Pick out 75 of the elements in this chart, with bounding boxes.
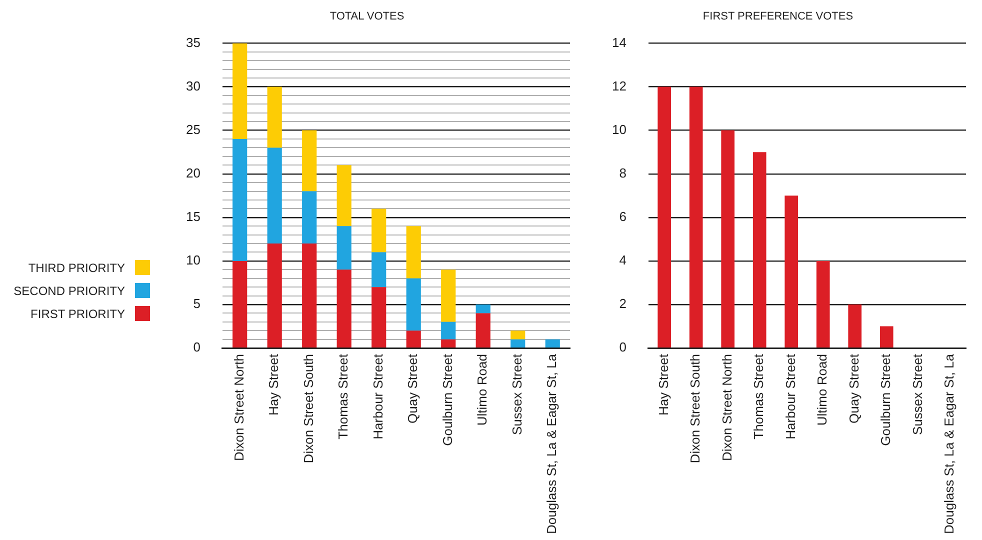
y-tick-label: 20 bbox=[186, 165, 200, 180]
x-tick-label: Douglass St, La & Eagar St, La bbox=[544, 353, 560, 534]
y-tick-label: 15 bbox=[186, 208, 200, 224]
x-tick-label: Ultimo Road bbox=[474, 354, 490, 426]
x-tick-label: Dixon Street North bbox=[231, 354, 246, 461]
x-tick-label: Goulburn Street bbox=[440, 354, 455, 446]
y-tick-label: 5 bbox=[193, 296, 200, 312]
bar bbox=[267, 86, 282, 148]
bar bbox=[372, 287, 386, 348]
x-tick-label: Harbour Street bbox=[370, 354, 386, 440]
bar bbox=[816, 260, 830, 348]
y-tick-label: 6 bbox=[619, 208, 626, 224]
y-tick-label: 2 bbox=[619, 296, 626, 312]
y-tick-label: 0 bbox=[619, 340, 626, 355]
bar bbox=[441, 322, 456, 340]
bar bbox=[441, 270, 456, 322]
x-tick-label: Dixon Street North bbox=[719, 354, 734, 461]
bar bbox=[232, 260, 248, 348]
bar bbox=[302, 130, 317, 192]
y-tick-label: 25 bbox=[186, 122, 200, 137]
bar bbox=[302, 244, 317, 348]
chart-title: FIRST PREFERENCE VOTES bbox=[702, 10, 854, 23]
bar bbox=[545, 339, 560, 348]
bar bbox=[510, 330, 526, 340]
y-tick-label: 0 bbox=[193, 340, 200, 355]
bar bbox=[336, 226, 352, 270]
x-tick-label: Sussex Street bbox=[509, 354, 524, 435]
x-tick-label: Hay Street bbox=[266, 354, 282, 416]
x-tick-label: Douglass St, La & Eagar St, La bbox=[942, 353, 957, 534]
x-tick-label: Dixon Street South bbox=[688, 354, 703, 464]
x-tick-label: Dixon Street South bbox=[300, 354, 316, 464]
bar bbox=[476, 313, 490, 348]
x-tick-label: Thomas Street bbox=[336, 354, 351, 440]
bar bbox=[406, 226, 421, 278]
bar bbox=[406, 330, 421, 348]
bar bbox=[336, 270, 352, 348]
bar bbox=[406, 278, 421, 331]
bar bbox=[232, 139, 248, 261]
bar bbox=[510, 339, 526, 348]
x-tick-label: Goulburn Street bbox=[878, 354, 894, 446]
bar bbox=[752, 152, 766, 348]
bar bbox=[232, 43, 248, 140]
y-tick-label: 10 bbox=[612, 122, 626, 137]
y-tick-label: 4 bbox=[619, 252, 626, 268]
y-tick-label: 12 bbox=[612, 78, 626, 94]
bar bbox=[267, 148, 282, 244]
x-tick-label: Quay Street bbox=[405, 354, 420, 424]
y-tick-label: 14 bbox=[612, 34, 626, 50]
y-tick-label: 10 bbox=[186, 252, 200, 268]
x-tick-label: Ultimo Road bbox=[814, 354, 830, 426]
legend-label: THIRD PRIORITY bbox=[28, 260, 125, 274]
x-tick-label: Harbour Street bbox=[782, 354, 798, 440]
bar bbox=[441, 339, 456, 348]
x-tick-label: Thomas Street bbox=[751, 354, 766, 440]
bar bbox=[658, 86, 672, 348]
bar bbox=[689, 86, 703, 348]
legend-label: FIRST PRIORITY bbox=[30, 306, 125, 320]
y-tick-label: 8 bbox=[619, 165, 626, 180]
bar bbox=[302, 191, 317, 244]
bar bbox=[476, 304, 490, 314]
y-tick-label: 30 bbox=[186, 78, 200, 94]
y-tick-label: 35 bbox=[186, 34, 200, 50]
bar bbox=[372, 252, 386, 288]
bar bbox=[267, 244, 282, 348]
bar bbox=[721, 130, 735, 348]
bar bbox=[372, 208, 386, 252]
x-tick-label: Hay Street bbox=[656, 354, 671, 416]
x-tick-label: Quay Street bbox=[846, 354, 862, 424]
bar bbox=[784, 196, 798, 348]
x-tick-label: Sussex Street bbox=[910, 354, 925, 435]
bar bbox=[880, 326, 894, 348]
legend-label: SECOND PRIORITY bbox=[14, 284, 125, 298]
bar bbox=[848, 304, 862, 348]
chart-title: TOTAL VOTES bbox=[330, 10, 404, 23]
bar bbox=[336, 165, 352, 226]
